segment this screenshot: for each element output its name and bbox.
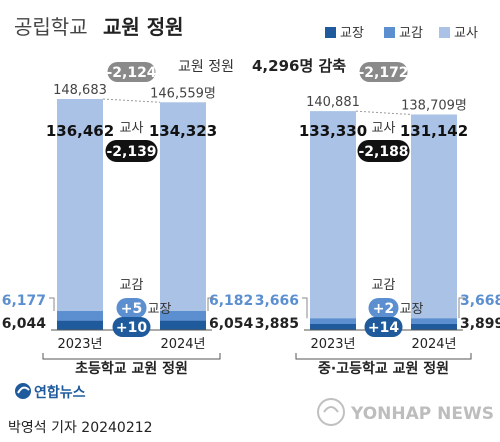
- vp-label-1: 교감: [372, 278, 396, 293]
- leader-2023-1: [302, 297, 308, 319]
- panel-1: 2023년 140,881 133,330 2024년 138,709명 131,142 -…: [255, 62, 500, 377]
- diff-p-0-text: +10: [116, 320, 147, 336]
- p-label-1: 교장: [400, 302, 424, 317]
- total-label-0-0: 148,683: [53, 83, 107, 98]
- bar-vp-0-1: [160, 310, 206, 321]
- vp-label-0: 교감: [120, 278, 144, 293]
- p-value-2024-1: 3,899: [460, 316, 500, 332]
- panel-0: 2023년 148,683 136,462 2024년 146,559명 134,323 -…: [2, 62, 254, 377]
- bar-vp-1-0: [310, 318, 356, 324]
- bar-principal-0-1: [160, 320, 206, 330]
- diff-total-1-text: -2,172: [358, 65, 408, 81]
- watermark-text: YONHAP NEWS: [350, 404, 494, 424]
- leader-2024-0: [207, 297, 214, 311]
- legend-swatch-1: [384, 27, 395, 38]
- chart-panels: 2023년 148,683 136,462 2024년 146,559명 134,323 -…: [2, 62, 500, 377]
- watermark: YONHAP NEWS: [317, 398, 494, 426]
- vp-value-2024-1: 3,668: [460, 293, 500, 309]
- diff-p-1-bg: [364, 317, 403, 337]
- summary-label: 교원 정원: [178, 59, 234, 75]
- bar-teacher-1-1: [411, 114, 457, 319]
- diff-vp-1-text: +2: [373, 301, 394, 317]
- caption-bracket-0: [42, 353, 221, 360]
- legend-label-0: 교장: [340, 26, 364, 41]
- yonhap-logo: 연합뉴스: [15, 383, 86, 401]
- bar-principal-0-0: [57, 320, 103, 330]
- diff-teacher-0-bg: [105, 140, 158, 162]
- total-label-0-1: 146,559명: [150, 86, 216, 101]
- panel-title-0: 초등학교 교원 정원: [75, 360, 188, 377]
- yonhap-logo-icon: [15, 383, 31, 399]
- legend-swatch-2: [439, 27, 450, 38]
- legend-swatch-0: [325, 27, 336, 38]
- bar-teacher-0-1: [160, 102, 206, 311]
- vp-value-2023-0: 6,177: [2, 293, 46, 309]
- year-label-1-0: 2023년: [310, 337, 355, 352]
- title-bold: 교원 정원: [103, 15, 184, 39]
- leader-2023-0: [49, 297, 55, 312]
- teacher-value-0-1: 134,323: [149, 122, 217, 140]
- p-value-2024-0: 6,054: [209, 316, 254, 332]
- diff-total-0-bg: [107, 62, 156, 82]
- total-label-1-0: 140,881: [306, 95, 360, 110]
- teacher-value-1-0: 133,330: [299, 122, 367, 140]
- teacher-value-0-0: 136,462: [46, 122, 114, 140]
- diff-teacher-1-bg: [357, 140, 410, 162]
- summary-value: 4,296명 감축: [252, 57, 346, 75]
- legend-label-1: 교감: [399, 26, 423, 41]
- leader-2024-1: [458, 297, 465, 319]
- bar-teacher-1-0: [310, 111, 356, 319]
- vp-value-2024-0: 6,182: [209, 293, 253, 309]
- bar-principal-1-1: [411, 323, 457, 330]
- diff-total-1-bg: [359, 62, 408, 82]
- year-label-0-1: 2024년: [160, 337, 205, 352]
- watermark-icon: [317, 398, 345, 426]
- bar-teacher-0-0: [57, 99, 103, 312]
- diff-vp-1-bg: [368, 298, 399, 318]
- vp-value-2023-1: 3,666: [255, 293, 299, 309]
- diff-vp-0-text: +5: [121, 301, 142, 317]
- diff-teacher-1-text: -2,188: [358, 144, 408, 160]
- legend-label-2: 교사: [454, 26, 478, 41]
- diff-vp-0-bg: [116, 298, 147, 318]
- teacher-value-1-1: 131,142: [400, 122, 468, 140]
- diff-total-0-text: -2,124: [106, 65, 156, 81]
- diff-p-0-bg: [112, 317, 151, 337]
- teacher-label-0: 교사: [120, 121, 144, 136]
- total-connector-1: [355, 110, 412, 115]
- bar-vp-1-1: [411, 318, 457, 324]
- panel-title-1: 중·고등학교 교원 정원: [318, 360, 449, 377]
- credit: 박영석 기자 20240212: [8, 420, 153, 436]
- caption-bracket-1: [295, 353, 472, 360]
- total-label-1-1: 138,709명: [401, 98, 467, 113]
- total-connector-0: [102, 98, 161, 103]
- diff-p-1-text: +14: [368, 320, 399, 336]
- year-label-0-0: 2023년: [57, 337, 102, 352]
- p-value-2023-0: 6,044: [2, 316, 47, 332]
- diff-teacher-0-text: -2,139: [106, 144, 156, 160]
- p-value-2023-1: 3,885: [255, 316, 299, 332]
- bar-vp-0-0: [57, 311, 103, 321]
- year-label-1-1: 2024년: [411, 337, 456, 352]
- logo-text: 연합뉴스: [34, 384, 86, 401]
- title-light: 공립학교: [14, 15, 88, 39]
- p-label-0: 교장: [148, 302, 172, 317]
- teacher-label-1: 교사: [372, 121, 396, 136]
- bar-principal-1-0: [310, 323, 356, 330]
- legend: 교장 교감 교사: [325, 26, 478, 41]
